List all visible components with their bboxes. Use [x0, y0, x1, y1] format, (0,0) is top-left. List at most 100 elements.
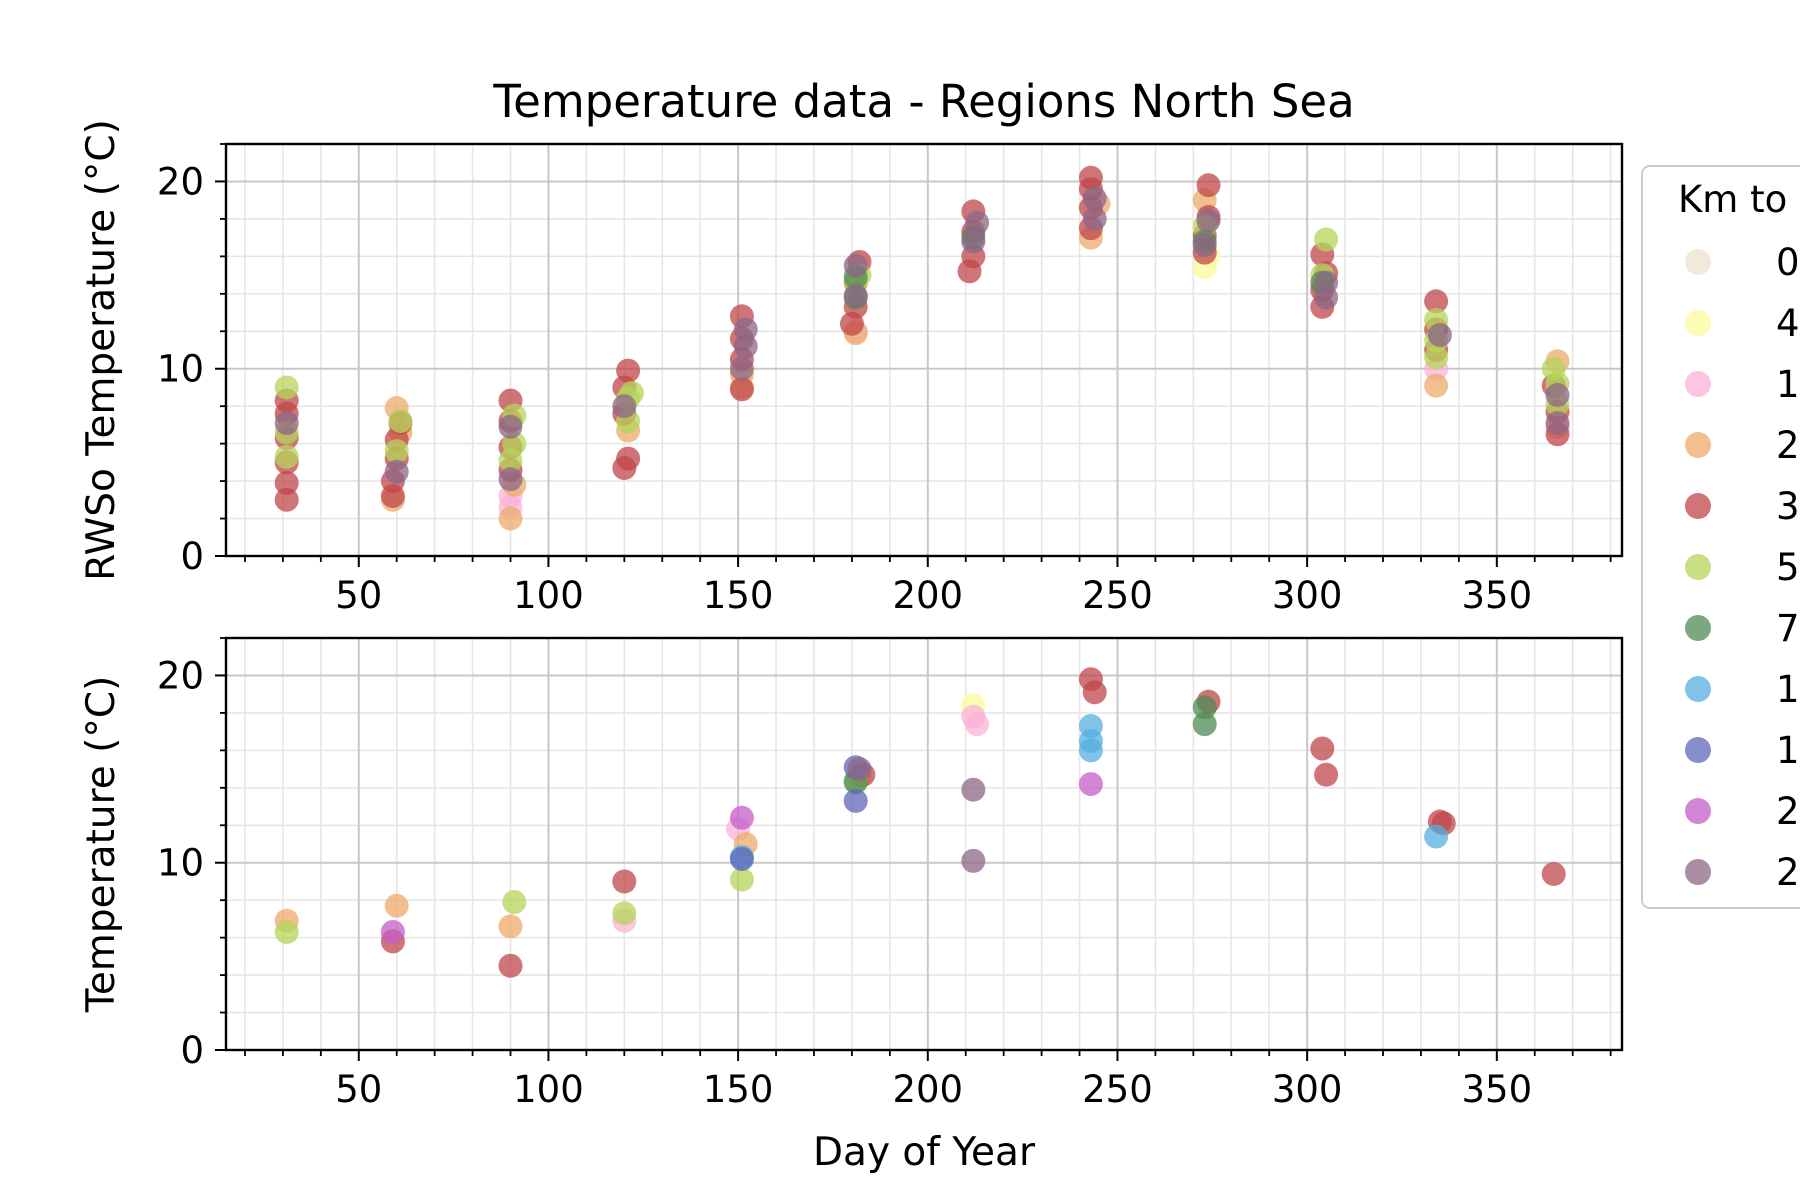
- legend-marker: [1685, 554, 1711, 580]
- x-tick-label: 350: [1462, 574, 1533, 617]
- legend-marker: [1685, 859, 1711, 885]
- top-x-ticks: 50 100 150 200 250 300 350: [245, 556, 1611, 617]
- data-point-s5: [1542, 357, 1566, 381]
- y-tick-label: 0: [180, 1029, 204, 1072]
- data-point-s5: [275, 375, 299, 399]
- legend-marker: [1685, 676, 1711, 702]
- data-point-s4: [730, 377, 754, 401]
- legend-label: 3: [1776, 485, 1800, 528]
- legend-title: Km to: [1678, 178, 1787, 221]
- data-point-s10: [844, 254, 868, 278]
- data-point-s6: [1193, 695, 1217, 719]
- data-point-s4: [1083, 680, 1107, 704]
- legend-marker: [1685, 798, 1711, 824]
- x-tick-label: 50: [335, 574, 382, 617]
- bottom-y-ticks: 0 10 20: [157, 638, 226, 1072]
- data-point-s3: [499, 914, 523, 938]
- data-point-s5: [502, 890, 526, 914]
- data-point-s10: [499, 415, 523, 439]
- data-point-s10: [1546, 383, 1570, 407]
- data-point-s4: [616, 359, 640, 383]
- data-point-s10: [965, 211, 989, 235]
- x-tick-label: 150: [703, 574, 774, 617]
- legend-marker: [1685, 310, 1711, 336]
- legend-label: 0: [1776, 241, 1800, 284]
- x-tick-label: 100: [513, 1068, 584, 1111]
- data-point-s5: [275, 920, 299, 944]
- x-tick-label: 250: [1082, 574, 1153, 617]
- data-point-s10: [1546, 411, 1570, 435]
- x-tick-label: 300: [1272, 1068, 1343, 1111]
- legend-label: 7: [1776, 607, 1800, 650]
- legend-label: 5: [1776, 546, 1800, 589]
- legend-label: 2: [1776, 851, 1800, 894]
- x-tick-label: 100: [513, 574, 584, 617]
- data-point-s5: [389, 409, 413, 433]
- data-point-s10: [961, 849, 985, 873]
- data-point-s9: [381, 920, 405, 944]
- x-tick-label: 50: [335, 1068, 382, 1111]
- chart-title: Temperature data - Regions North Sea: [492, 75, 1354, 128]
- bottom-scatter-panel: 50 100 150 200 250 300 350 0 10 20 Temperature (…: [79, 638, 1622, 1175]
- legend-marker: [1685, 371, 1711, 397]
- legend: Km to 0 4 1 2 3 5 7 1 1 2 2: [1642, 166, 1800, 908]
- legend-marker: [1685, 493, 1711, 519]
- data-point-s10: [1314, 271, 1338, 295]
- data-point-s9: [1079, 772, 1103, 796]
- data-point-s10: [1083, 186, 1107, 210]
- top-scatter-panel: 50 100 150 200 250 300 350 0 10 20 RWSo Temperat…: [79, 119, 1622, 617]
- y-tick-label: 10: [157, 842, 204, 885]
- bottom-x-ticks: 50 100 150 200 250 300 350: [245, 1050, 1611, 1111]
- data-point-s10: [961, 778, 985, 802]
- data-point-s4: [612, 869, 636, 893]
- legend-label: 2: [1776, 424, 1800, 467]
- data-point-s10: [734, 317, 758, 341]
- bottom-y-axis-label: Temperature (°C): [79, 676, 124, 1014]
- x-tick-label: 250: [1082, 1068, 1153, 1111]
- data-point-s4: [1197, 173, 1221, 197]
- data-point-s7: [1079, 738, 1103, 762]
- y-tick-label: 20: [157, 654, 204, 697]
- data-point-s5: [385, 439, 409, 463]
- data-point-s10: [612, 394, 636, 418]
- y-tick-label: 10: [157, 348, 204, 391]
- legend-label: 4: [1776, 302, 1800, 345]
- top-y-ticks: 0 10 20: [157, 144, 226, 578]
- data-point-s10: [499, 467, 523, 491]
- top-y-axis-label: RWSo Temperature (°C): [79, 119, 124, 581]
- data-point-s5: [275, 445, 299, 469]
- x-tick-label: 350: [1462, 1068, 1533, 1111]
- data-point-s5: [612, 901, 636, 925]
- data-point-s4: [1079, 166, 1103, 190]
- data-point-s10: [848, 757, 872, 781]
- data-point-s10: [730, 357, 754, 381]
- data-point-s10: [1083, 207, 1107, 231]
- data-point-s10: [1197, 209, 1221, 233]
- data-point-s3: [499, 507, 523, 531]
- legend-label: 1: [1776, 668, 1800, 711]
- legend-label: 1: [1776, 729, 1800, 772]
- data-point-s5: [730, 868, 754, 892]
- x-tick-label: 150: [703, 1068, 774, 1111]
- y-tick-label: 20: [157, 160, 204, 203]
- data-point-s10: [385, 460, 409, 484]
- data-point-s10: [1193, 233, 1217, 257]
- data-point-s8: [730, 847, 754, 871]
- data-point-s7: [1424, 825, 1448, 849]
- data-point-s10: [1428, 323, 1452, 347]
- legend-marker: [1685, 615, 1711, 641]
- legend-label: 2: [1776, 790, 1800, 833]
- legend-label: 1: [1776, 363, 1800, 406]
- data-point-s4: [616, 447, 640, 471]
- data-point-s9: [730, 806, 754, 830]
- x-tick-label: 300: [1272, 574, 1343, 617]
- y-tick-label: 0: [180, 535, 204, 578]
- data-point-s4: [1542, 862, 1566, 886]
- data-point-s10: [844, 284, 868, 308]
- x-tick-label: 200: [892, 1068, 963, 1111]
- legend-marker: [1685, 432, 1711, 458]
- data-point-s4: [499, 954, 523, 978]
- legend-marker: [1685, 249, 1711, 275]
- data-point-s5: [1314, 228, 1338, 252]
